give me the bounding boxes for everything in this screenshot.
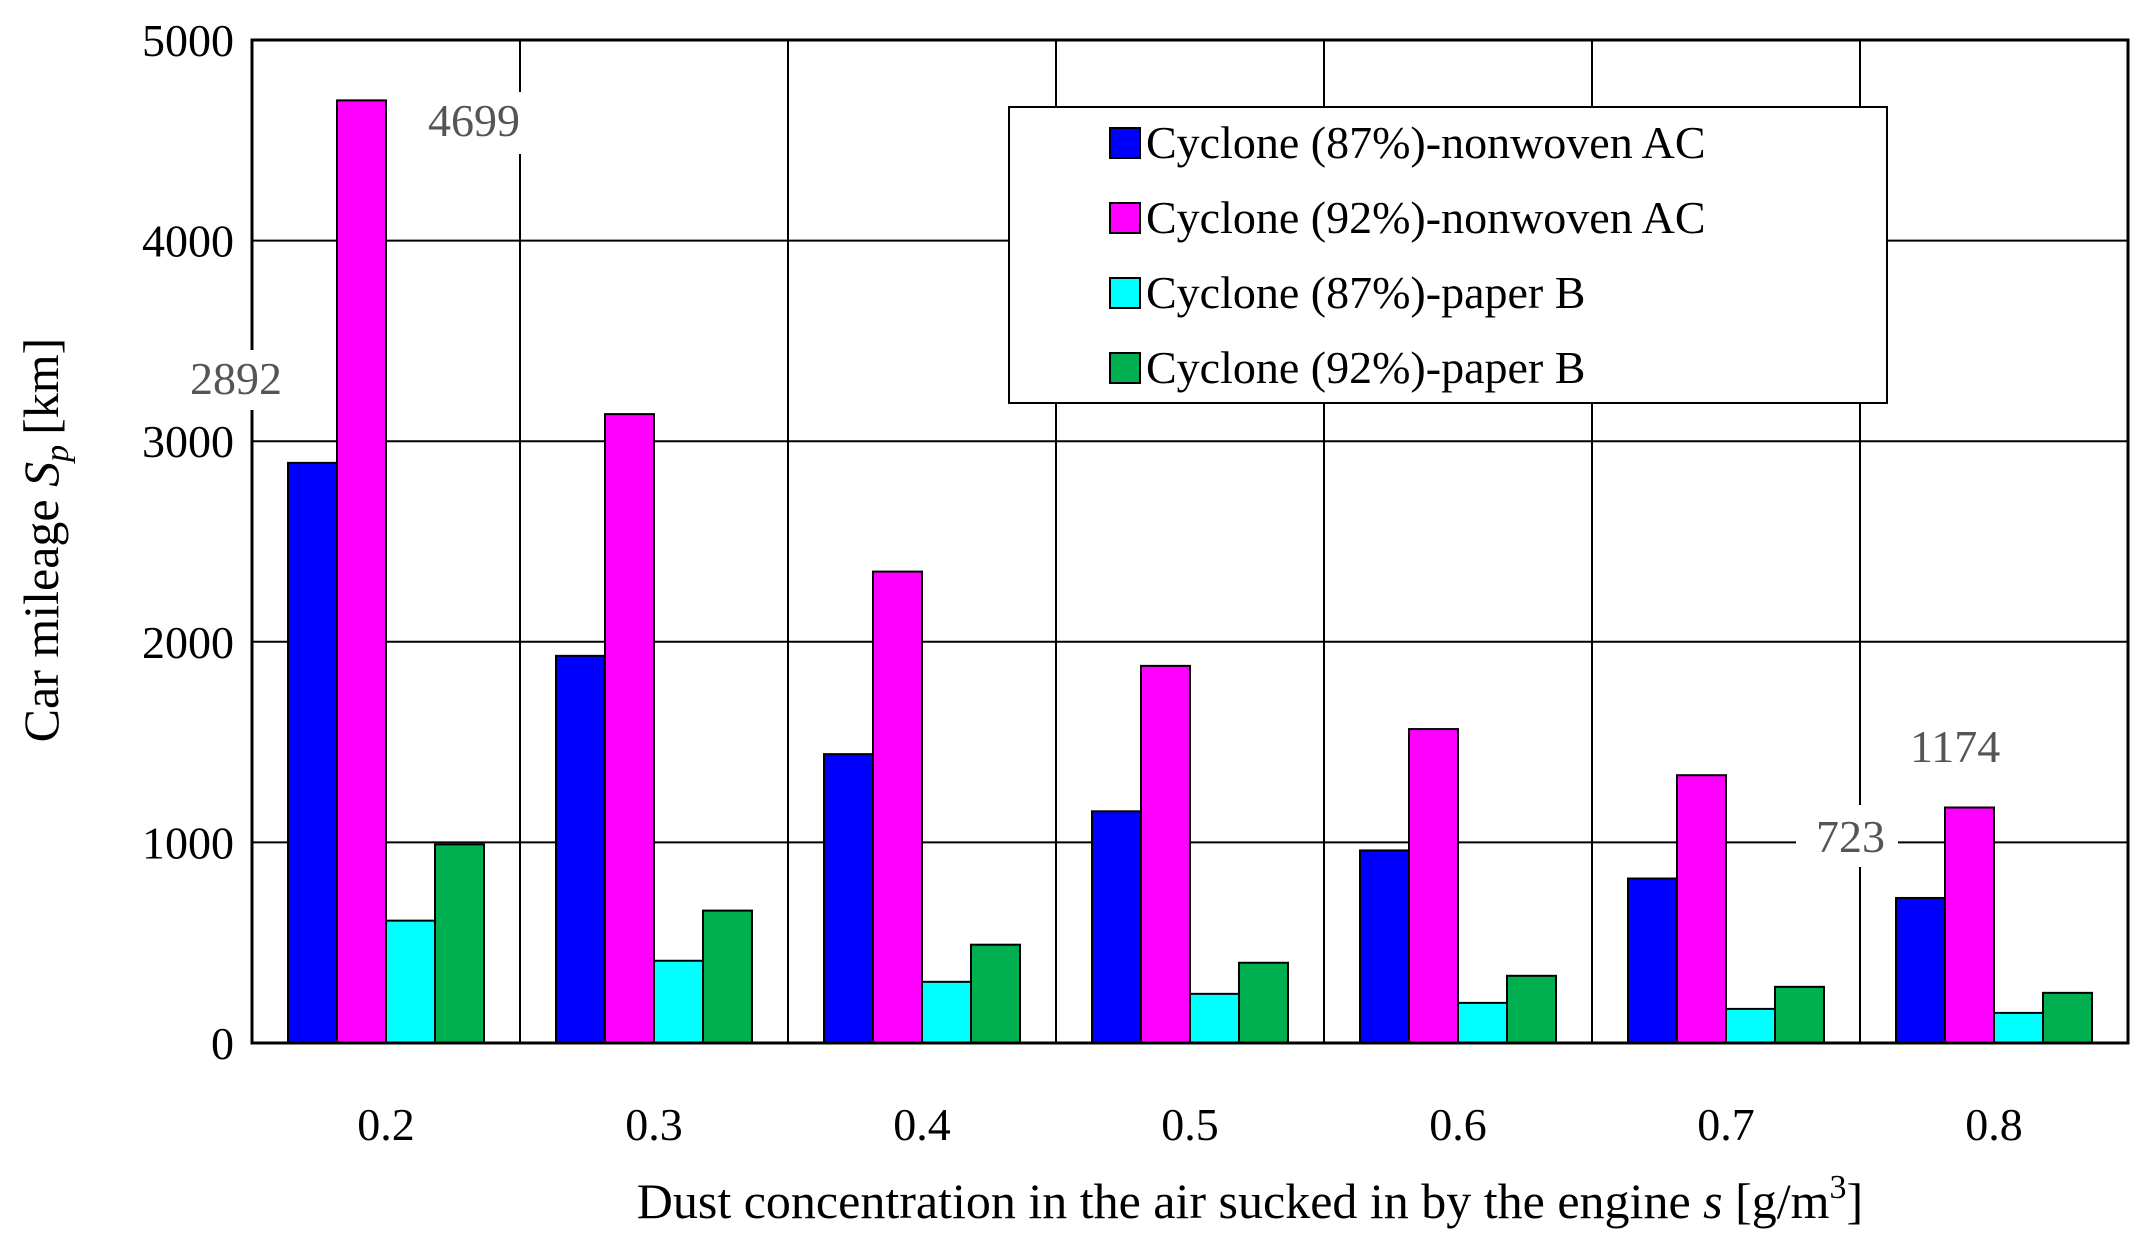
bar-cyclone-87-nonwoven-ac-0.6 — [1359, 849, 1410, 1045]
annotation-bg-2892 — [185, 350, 309, 410]
bar-cyclone-87-nonwoven-ac-0.5 — [1091, 810, 1142, 1044]
bar-cyclone-87-paper-b-0.2 — [385, 919, 436, 1044]
bar-cyclone-87-nonwoven-ac-0.8 — [1895, 896, 1946, 1044]
y-axis-unit: [km] — [13, 338, 69, 435]
bar-cyclone-87-nonwoven-ac-0.4 — [823, 753, 874, 1044]
bar-cyclone-87-paper-b-0.5 — [1189, 992, 1240, 1045]
bar-cyclone-87-nonwoven-ac-0.3 — [555, 654, 606, 1044]
legend-swatch-87-nonwoven — [1109, 127, 1141, 159]
x-tick-label-0.7: 0.7 — [1697, 1099, 1755, 1150]
x-tick-label-0.4: 0.4 — [893, 1099, 951, 1150]
bar-cyclone-87-paper-b-0.7 — [1725, 1007, 1776, 1045]
x-tick-label-0.2: 0.2 — [357, 1099, 415, 1150]
legend-label-92-paper: Cyclone (92%)-paper B — [1146, 342, 1585, 393]
bar-cyclone-92-nonwoven-ac-0.6 — [1408, 728, 1459, 1044]
x-tick-label-0.5: 0.5 — [1161, 1099, 1219, 1150]
y-axis-symbol: S — [13, 462, 69, 487]
plot-frame — [250, 38, 2130, 1045]
bar-cyclone-92-paper-b-0.8 — [2042, 991, 2093, 1044]
bar-cyclone-92-paper-b-0.3 — [702, 909, 753, 1044]
annotation-bg-4699 — [420, 92, 544, 154]
bar-cyclone-87-nonwoven-ac-0.7 — [1627, 877, 1678, 1044]
y-axis-title-text: Car mileage — [13, 499, 69, 742]
bar-cyclone-92-nonwoven-ac-0.7 — [1676, 774, 1727, 1044]
legend-label-87-nonwoven: Cyclone (87%)-nonwoven AC — [1146, 117, 1706, 168]
bar-cyclone-92-nonwoven-ac-0.3 — [604, 413, 655, 1044]
bar-cyclone-92-paper-b-0.5 — [1238, 961, 1289, 1045]
bar-cyclone-87-paper-b-0.4 — [921, 980, 972, 1045]
x-tick-labels: 0.2 0.3 0.4 0.5 0.6 0.7 0.8 — [357, 1099, 2023, 1150]
x-tick-label-0.8: 0.8 — [1965, 1099, 2023, 1150]
bar-cyclone-92-nonwoven-ac-0.8 — [1944, 806, 1995, 1044]
bar-cyclone-92-paper-b-0.4 — [970, 943, 1021, 1044]
annotation-2892: 2892 — [190, 353, 282, 404]
legend-box — [1008, 106, 1888, 404]
x-axis-unit-open: [g/m — [1735, 1173, 1830, 1229]
legend-label-87-paper: Cyclone (87%)-paper B — [1146, 267, 1585, 318]
y-tick-label-2000: 2000 — [142, 617, 234, 668]
annotation-1174: 1174 — [1910, 721, 2000, 772]
x-axis-title-text: Dust concentration in the air sucked in … — [637, 1173, 1691, 1229]
legend-swatch-92-paper — [1109, 352, 1141, 384]
y-axis-title: Car mileage Sp [km] — [13, 338, 76, 743]
annotation-4699: 4699 — [428, 95, 520, 146]
x-axis-symbol: s — [1703, 1173, 1722, 1229]
annotation-723: 723 — [1816, 811, 1885, 862]
bar-cyclone-92-nonwoven-ac-0.2 — [336, 99, 387, 1044]
annotation-bg-1174 — [1905, 718, 2029, 780]
y-tick-label-3000: 3000 — [142, 416, 234, 467]
bar-cyclone-87-paper-b-0.6 — [1457, 1001, 1508, 1045]
bar-cyclone-87-paper-b-0.8 — [1993, 1011, 2044, 1044]
bar-cyclone-92-nonwoven-ac-0.5 — [1140, 664, 1191, 1044]
y-tick-label-4000: 4000 — [142, 216, 234, 267]
legend: Cyclone (87%)-nonwoven AC Cyclone (92%)-… — [1008, 106, 1888, 404]
bar-cyclone-92-paper-b-0.2 — [434, 843, 485, 1044]
annotation-bg-723 — [1796, 805, 1898, 867]
legend-label-92-nonwoven: Cyclone (92%)-nonwoven AC — [1146, 192, 1706, 243]
bar-cyclone-87-paper-b-0.3 — [653, 959, 704, 1045]
bar-cyclone-92-paper-b-0.7 — [1774, 985, 1825, 1044]
y-tick-label-5000: 5000 — [142, 15, 234, 66]
bar-cyclone-92-nonwoven-ac-0.4 — [872, 570, 923, 1045]
bars — [287, 99, 2093, 1045]
bar-cyclone-92-paper-b-0.6 — [1506, 974, 1557, 1045]
x-tick-label-0.3: 0.3 — [625, 1099, 683, 1150]
legend-swatch-87-paper — [1109, 277, 1141, 309]
x-axis-unit-sup: 3 — [1830, 1169, 1847, 1206]
x-tick-label-0.6: 0.6 — [1429, 1099, 1487, 1150]
legend-swatch-92-nonwoven — [1109, 202, 1141, 234]
bar-cyclone-87-nonwoven-ac-0.2 — [287, 461, 338, 1044]
y-tick-label-1000: 1000 — [142, 817, 234, 868]
x-axis-unit-close: ] — [1847, 1173, 1864, 1229]
y-tick-label-0: 0 — [211, 1018, 234, 1069]
x-axis-title: Dust concentration in the air sucked in … — [637, 1169, 1863, 1229]
y-axis-subscript: p — [39, 445, 76, 464]
y-tick-labels: 0 1000 2000 3000 4000 5000 — [142, 15, 234, 1069]
